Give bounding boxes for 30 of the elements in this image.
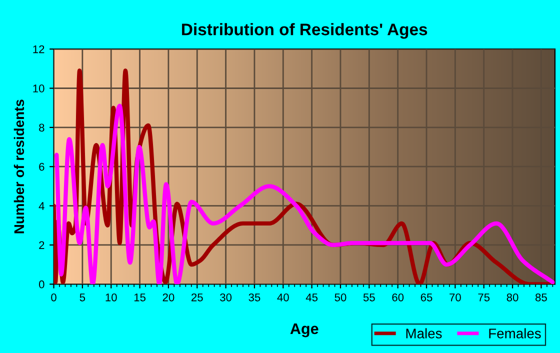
chart-title: Distribution of Residents' Ages [182, 23, 428, 39]
x-tick-label: 50 [334, 293, 346, 302]
x-tick-label: 85 [536, 293, 547, 302]
x-tick-label: 70 [450, 293, 461, 302]
legend-label: Females [489, 328, 541, 338]
x-tick-label: 80 [506, 293, 518, 302]
y-tick-label: 10 [33, 84, 44, 92]
x-tick-label: 35 [248, 293, 260, 302]
x-tick-label: 15 [134, 294, 146, 302]
x-tick-label: 5 [80, 294, 86, 302]
x-tick-label: 30 [220, 293, 232, 302]
x-axis-title: Age [290, 323, 318, 338]
x-tick-label: 40 [277, 293, 289, 302]
x-tick-label: 25 [192, 293, 203, 302]
legend-label: Males [406, 328, 442, 338]
y-tick-label: 8 [39, 124, 44, 132]
y-tick-label: 6 [39, 162, 44, 171]
y-tick-label: 0 [38, 280, 44, 288]
x-tick-label: 20 [162, 293, 174, 302]
x-tick-label: 55 [363, 294, 375, 302]
x-tick-label: 45 [306, 294, 318, 302]
x-tick-label: 10 [106, 293, 117, 302]
y-tick-label: 12 [33, 45, 44, 54]
x-tick-label: 65 [420, 293, 432, 302]
x-tick-label: 75 [478, 294, 490, 302]
y-axis-title: Number of residents [14, 100, 24, 234]
y-tick-label: 2 [39, 241, 44, 250]
x-tick-label: 60 [392, 293, 404, 302]
x-tick-label: 0 [51, 293, 56, 302]
y-tick-label: 4 [38, 202, 44, 210]
